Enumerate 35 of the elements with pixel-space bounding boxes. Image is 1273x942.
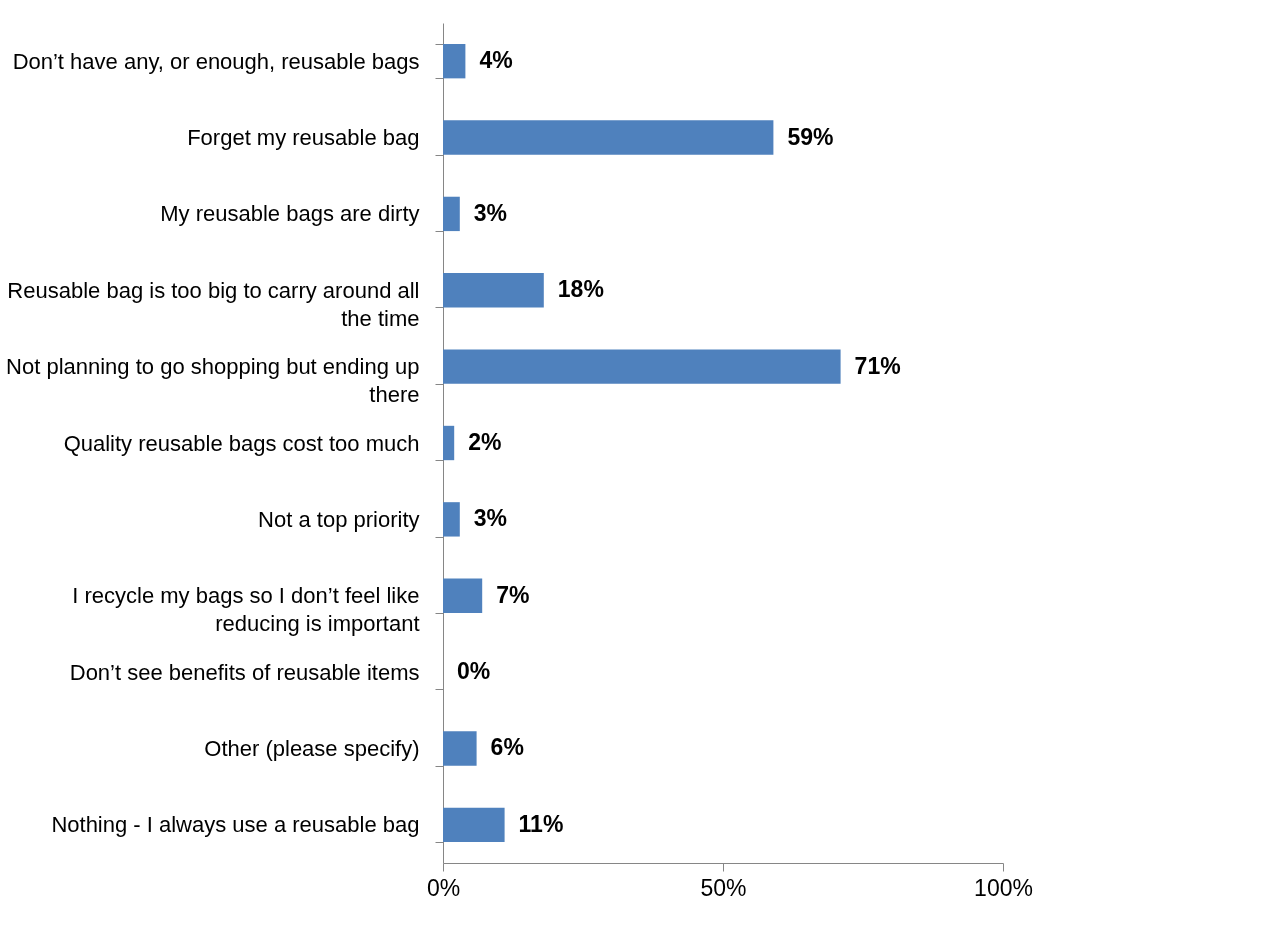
bar	[443, 196, 460, 232]
y-tick-label: Not planning to go shopping but ending up there	[6, 354, 420, 408]
y-tick-label: Don’t have any, or enough, reusable bags	[12, 48, 420, 74]
data-label: 18%	[557, 276, 604, 303]
y-tick-label: Other (please specify)	[204, 735, 420, 761]
y-tick-label: My reusable bags are dirty	[160, 201, 420, 227]
bar	[443, 349, 841, 384]
bar	[443, 273, 544, 308]
bar	[443, 578, 483, 613]
bar	[443, 44, 466, 79]
x-tick-label: 0%	[426, 874, 461, 901]
data-label: 0%	[457, 658, 491, 685]
data-label: 59%	[787, 123, 834, 150]
y-tick-label: I recycle my bags so I don’t feel like reducing is important	[72, 583, 420, 637]
x-tick-label: 100%	[974, 874, 1033, 901]
data-label: 3%	[473, 199, 508, 226]
bar	[443, 120, 774, 155]
data-label: 6%	[490, 734, 524, 761]
bar	[443, 731, 477, 766]
data-label: 2%	[468, 429, 502, 455]
y-tick-label: Nothing - I always use a reusable bag	[51, 812, 420, 838]
y-tick-label: Quality reusable bags cost too much	[63, 430, 420, 456]
y-tick-label: Reusable bag is too big to carry around all the time	[7, 277, 420, 331]
data-label: 4%	[479, 47, 513, 74]
data-label: 11%	[518, 810, 564, 837]
bar	[443, 425, 455, 461]
y-tick-label: Forget my reusable bag	[187, 125, 420, 151]
data-label: 7%	[496, 581, 530, 608]
y-tick-label: Not a top priority	[258, 506, 420, 532]
bar	[443, 807, 505, 842]
y-tick-label: Don’t see benefits of reusable items	[69, 659, 420, 685]
data-label: 3%	[473, 505, 508, 532]
x-tick-label: 50%	[700, 874, 747, 901]
bar	[443, 502, 460, 537]
data-label: 71%	[854, 352, 901, 379]
